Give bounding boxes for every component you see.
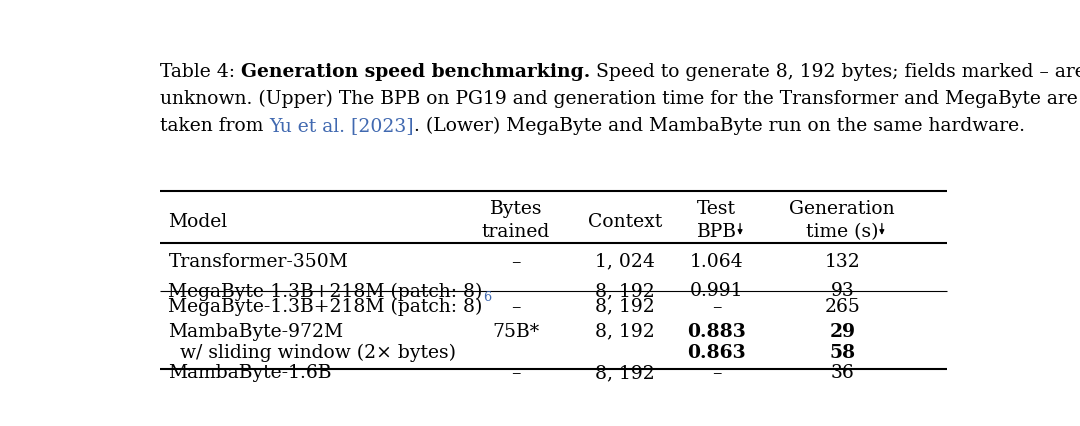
Text: MegaByte-1.3B+218M (patch: 8): MegaByte-1.3B+218M (patch: 8) [168,282,483,301]
Text: MegaByte-1.3B+218M (patch: 8): MegaByte-1.3B+218M (patch: 8) [168,298,483,316]
Text: 0.883: 0.883 [687,323,746,341]
Text: Speed to generate 8, 192 bytes; fields marked – are: Speed to generate 8, 192 bytes; fields m… [591,63,1080,81]
Text: 132: 132 [824,253,860,271]
Text: 93: 93 [831,282,854,300]
Text: BPB: BPB [697,223,737,242]
Text: –: – [511,282,521,300]
Text: 6: 6 [483,291,491,304]
Text: 8, 192: 8, 192 [595,282,654,300]
Text: Model: Model [168,213,228,231]
Text: Yu et al. [2023]: Yu et al. [2023] [270,117,414,135]
Text: Bytes: Bytes [489,200,542,218]
Text: –: – [511,253,521,271]
Text: Generation: Generation [789,200,895,218]
Text: w/ sliding window (2× bytes): w/ sliding window (2× bytes) [168,344,457,362]
Text: unknown. (Upper) The BPB on PG19 and generation time for the Transformer and Meg: unknown. (Upper) The BPB on PG19 and gen… [160,90,1078,108]
Text: trained: trained [482,223,550,242]
Text: 29: 29 [829,323,855,341]
Text: –: – [712,364,721,383]
Text: MambaByte-972M: MambaByte-972M [168,323,343,341]
Text: Generation speed benchmarking.: Generation speed benchmarking. [241,63,591,81]
Text: –: – [511,298,521,316]
Text: 75B*: 75B* [492,323,539,341]
Text: time (s): time (s) [806,223,878,242]
Text: 265: 265 [824,298,860,316]
Text: Context: Context [588,213,662,231]
Text: 1.064: 1.064 [690,253,743,271]
Text: taken from: taken from [160,117,270,135]
Text: 8, 192: 8, 192 [595,364,654,383]
Text: 36: 36 [831,364,854,383]
Text: 0.991: 0.991 [690,282,743,300]
Text: . (Lower) MegaByte and MambaByte run on the same hardware.: . (Lower) MegaByte and MambaByte run on … [414,117,1025,135]
Text: –: – [712,298,721,316]
Text: Table 4:: Table 4: [160,63,241,81]
Text: 58: 58 [829,344,855,362]
Text: 8, 192: 8, 192 [595,298,654,316]
Text: –: – [511,364,521,383]
Text: 8, 192: 8, 192 [595,323,654,341]
Text: Transformer-350M: Transformer-350M [168,253,349,271]
Text: 0.863: 0.863 [687,344,746,362]
Text: Test: Test [698,200,737,218]
Text: MambaByte-1.6B: MambaByte-1.6B [168,364,332,383]
Text: 1, 024: 1, 024 [595,253,654,271]
